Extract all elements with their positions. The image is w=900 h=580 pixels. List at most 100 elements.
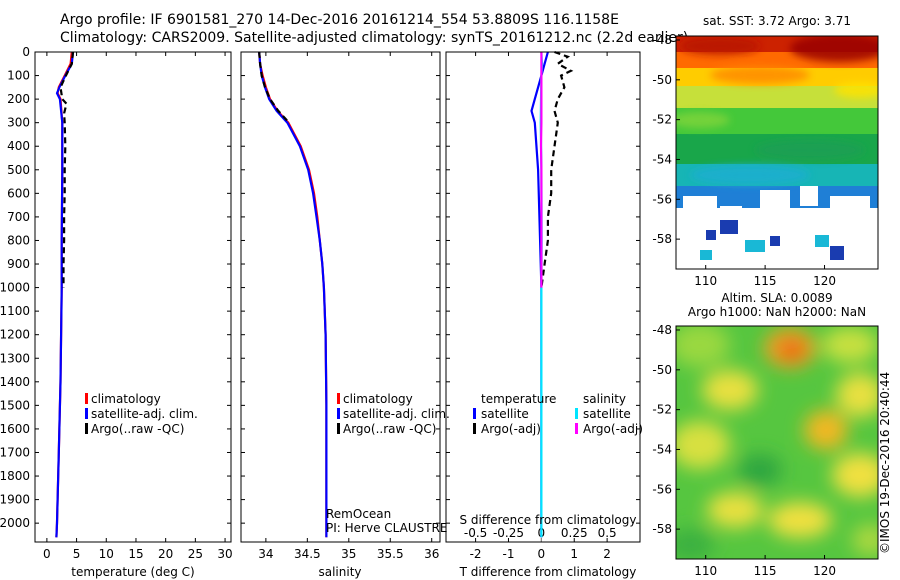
x-tick-label: 20 xyxy=(158,547,173,561)
legend-swatch-temp-satellite xyxy=(473,408,476,419)
y-tick-label: 600 xyxy=(7,186,30,200)
y-tick-label: 400 xyxy=(7,139,30,153)
pi-annotation: PI: Herve CLAUSTRE xyxy=(326,521,447,535)
imos-watermark: ©IMOS 19-Dec-2016 20:40:44 xyxy=(878,372,892,554)
sla-map-title: Altim. SLA: 0.0089 xyxy=(721,291,832,305)
sla-map-frame xyxy=(675,325,879,560)
x-tick-label: 0 xyxy=(43,547,51,561)
map-y-tick-label: -48 xyxy=(652,33,672,47)
legend-group-title: temperature xyxy=(481,392,556,406)
platform-annotation: RemOcean xyxy=(326,507,391,521)
legend-label: Argo(..raw -QC) xyxy=(343,422,436,436)
map-x-tick-label: 115 xyxy=(754,564,777,578)
y-tick-label: 1700 xyxy=(0,445,30,459)
legend-label: climatology xyxy=(91,392,161,406)
series-line-climatology xyxy=(258,51,328,538)
series-line-argo-raw-qc- xyxy=(59,51,75,288)
temperature-ticks: 0 5 10 15 20 25 300100200300400500600700800900… xyxy=(0,45,233,561)
y-tick-label: 1100 xyxy=(0,304,30,318)
salinity-xlabel: salinity xyxy=(318,565,361,579)
x-tick-label: 34 xyxy=(258,547,273,561)
y-tick-label: 1400 xyxy=(0,375,30,389)
map-x-tick-label: 120 xyxy=(813,564,836,578)
sla-map-subtitle: Argo h1000: NaN h2000: NaN xyxy=(688,305,866,319)
sst-map-title: sat. SST: 3.72 Argo: 3.71 xyxy=(703,14,851,28)
map-y-tick-label: -56 xyxy=(652,192,672,206)
sst-map-image xyxy=(676,36,878,269)
temperature-axes-frame xyxy=(34,51,232,543)
series-line-temperature-argo-adj- xyxy=(540,50,574,288)
y-tick-label: 700 xyxy=(7,210,30,224)
difference-series xyxy=(530,50,574,538)
series-line-temperature-satellite xyxy=(530,51,549,538)
difference-xlabel-top: S difference from climatology xyxy=(460,513,637,527)
difference-panel: -2 -1 0 1 2-0.5 -0.25 0 0.25 0.5 S difference fr… xyxy=(445,50,643,579)
y-tick-label: 800 xyxy=(7,233,30,247)
y-tick-label: 100 xyxy=(7,69,30,83)
x-tick-label: 0 xyxy=(538,547,546,561)
y-tick-label: 300 xyxy=(7,116,30,130)
legend-label: satellite-adj. clim. xyxy=(91,407,198,421)
map-y-tick-label: -50 xyxy=(652,73,672,87)
x-tick-label: 30 xyxy=(217,547,232,561)
x-top-tick-label: -0.5 xyxy=(464,526,487,540)
difference-legend: temperature satellite Argo(-adj) salinit… xyxy=(473,392,643,436)
x-tick-label: -2 xyxy=(470,547,482,561)
legend-swatch-argo xyxy=(85,423,88,434)
x-top-tick-label: 0.25 xyxy=(561,526,588,540)
legend-swatch-climatology xyxy=(85,393,88,404)
sst-map-frame xyxy=(675,35,879,270)
map-x-tick-label: 110 xyxy=(694,564,717,578)
map-y-tick-label: -58 xyxy=(652,232,672,246)
y-tick-label: 1500 xyxy=(0,398,30,412)
y-tick-label: 2000 xyxy=(0,516,30,530)
temperature-panel: 0 5 10 15 20 25 300100200300400500600700800900… xyxy=(0,45,233,579)
temperature-xlabel: temperature (deg C) xyxy=(71,565,194,579)
y-tick-label: 1200 xyxy=(0,328,30,342)
y-tick-label: 1900 xyxy=(0,493,30,507)
x-tick-label: -1 xyxy=(502,547,514,561)
y-tick-label: 0 xyxy=(22,45,30,59)
map-x-tick-label: 120 xyxy=(813,274,836,288)
difference-ticks: -2 -1 0 1 2-0.5 -0.25 0 0.25 0.5 xyxy=(446,51,640,561)
legend-label: satellite-adj. clim. xyxy=(343,407,450,421)
legend-label: satellite xyxy=(583,407,631,421)
x-top-tick-label: 0.5 xyxy=(598,526,617,540)
map-x-tick-label: 110 xyxy=(694,274,717,288)
x-tick-label: 25 xyxy=(188,547,203,561)
x-tick-label: 34.5 xyxy=(294,547,321,561)
y-tick-label: 1300 xyxy=(0,351,30,365)
legend-group-title: salinity xyxy=(583,392,626,406)
legend-label: Argo(-adj) xyxy=(583,422,643,436)
legend-swatch-satellite xyxy=(337,408,340,419)
salinity-legend: climatology satellite-adj. clim. Argo(..… xyxy=(337,392,450,436)
series-line-satellite-adj-clim- xyxy=(55,51,75,538)
sst-map-ticks: 110 115 120 -48 -50 -52 -54 -56 -58 xyxy=(652,33,836,288)
salinity-ticks: 34 34.5 35 35.5 36 xyxy=(241,51,440,561)
map-x-tick-label: 115 xyxy=(754,274,777,288)
temperature-legend: climatology satellite-adj. clim. Argo(..… xyxy=(85,392,198,436)
x-top-tick-label: -0.25 xyxy=(493,526,524,540)
map-y-tick-label: -56 xyxy=(652,482,672,496)
salinity-panel: 34 34.5 35 35.5 36 salinity climatology sate… xyxy=(240,51,450,579)
series-line-satellite-adj-clim- xyxy=(258,51,328,538)
x-tick-label: 2 xyxy=(603,547,611,561)
x-tick-label: 1 xyxy=(570,547,578,561)
map-y-tick-label: -54 xyxy=(652,152,672,166)
figure-title-line2: Climatology: CARS2009. Satellite-adjuste… xyxy=(60,30,689,46)
legend-swatch-satellite xyxy=(85,408,88,419)
map-y-tick-label: -50 xyxy=(652,363,672,377)
legend-swatch-climatology xyxy=(337,393,340,404)
y-tick-label: 1000 xyxy=(0,281,30,295)
map-y-tick-label: -58 xyxy=(652,522,672,536)
y-tick-label: 200 xyxy=(7,92,30,106)
figure-title-line1: Argo profile: IF 6901581_270 14-Dec-2016… xyxy=(60,12,619,28)
legend-swatch-sal-satellite xyxy=(575,408,578,419)
y-tick-label: 500 xyxy=(7,163,30,177)
legend-swatch-argo xyxy=(337,423,340,434)
sst-map-panel: sat. SST: 3.72 Argo: 3.71 xyxy=(652,14,879,288)
map-y-tick-label: -48 xyxy=(652,323,672,337)
x-tick-label: 35 xyxy=(341,547,356,561)
x-tick-label: 10 xyxy=(99,547,114,561)
